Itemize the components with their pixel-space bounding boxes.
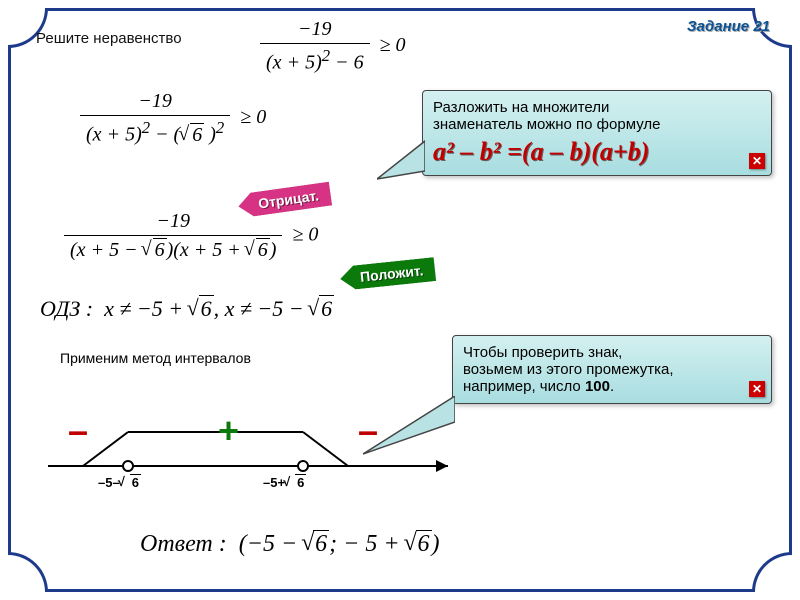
eq2-numerator: −19 (80, 90, 230, 115)
eq2-denominator: (x + 5)2 − (6 )2 (80, 115, 230, 147)
hint-callout: Чтобы проверить знак, возьмем из этого п… (452, 335, 772, 404)
inequality-1: −19 (x + 5)2 − 6 ≥ 0 (260, 18, 406, 75)
formula-callout: Разложить на множители знаменатель можно… (422, 90, 772, 176)
eq2-relation: ≥ 0 (240, 106, 266, 128)
eq3-denominator: (x + 5 − 6)(x + 5 + 6) (64, 235, 282, 262)
difference-of-squares-formula: a² – b² =(a – b)(a+b) (433, 137, 761, 167)
callout1-line2: знаменатель можно по формуле (433, 116, 761, 133)
eq1-numerator: −19 (260, 18, 370, 43)
inequality-2: −19 (x + 5)2 − (6 )2 ≥ 0 (80, 90, 266, 147)
callout2-line1: Чтобы проверить знак, (463, 344, 761, 361)
eq1-relation: ≥ 0 (380, 34, 406, 56)
number-line: – + – –5–6 –5+6 (48, 380, 468, 500)
inequality-3: −19 (x + 5 − 6)(x + 5 + 6) ≥ 0 (64, 210, 318, 262)
eq3-relation: ≥ 0 (292, 224, 318, 246)
sign-minus-right: – (358, 410, 378, 452)
corner-bl (8, 552, 48, 592)
callout1-tail (377, 131, 425, 181)
answer: Ответ : (−5 − 6; − 5 + 6) (140, 530, 440, 558)
close-icon[interactable]: ✕ (749, 153, 765, 169)
corner-br (752, 552, 792, 592)
eq1-denominator: (x + 5)2 − 6 (260, 43, 370, 75)
numline-label-2: –5+6 (263, 474, 306, 490)
task-number: Задание 21 (687, 18, 770, 35)
problem-prompt: Решите неравенство (36, 30, 182, 47)
numline-label-1: –5–6 (98, 474, 141, 490)
close-icon[interactable]: ✕ (749, 381, 765, 397)
sign-minus-left: – (68, 410, 88, 452)
callout2-line3: например, число 100. (463, 378, 761, 395)
sign-plus-mid: + (218, 410, 239, 452)
callout2-line2: возьмем из этого промежутка, (463, 361, 761, 378)
domain-constraints: ОДЗ : x ≠ −5 + 6, x ≠ −5 − 6 (40, 295, 334, 322)
callout1-line1: Разложить на множители (433, 99, 761, 116)
eq3-numerator: −19 (64, 210, 282, 235)
method-text: Применим метод интервалов (60, 350, 251, 366)
